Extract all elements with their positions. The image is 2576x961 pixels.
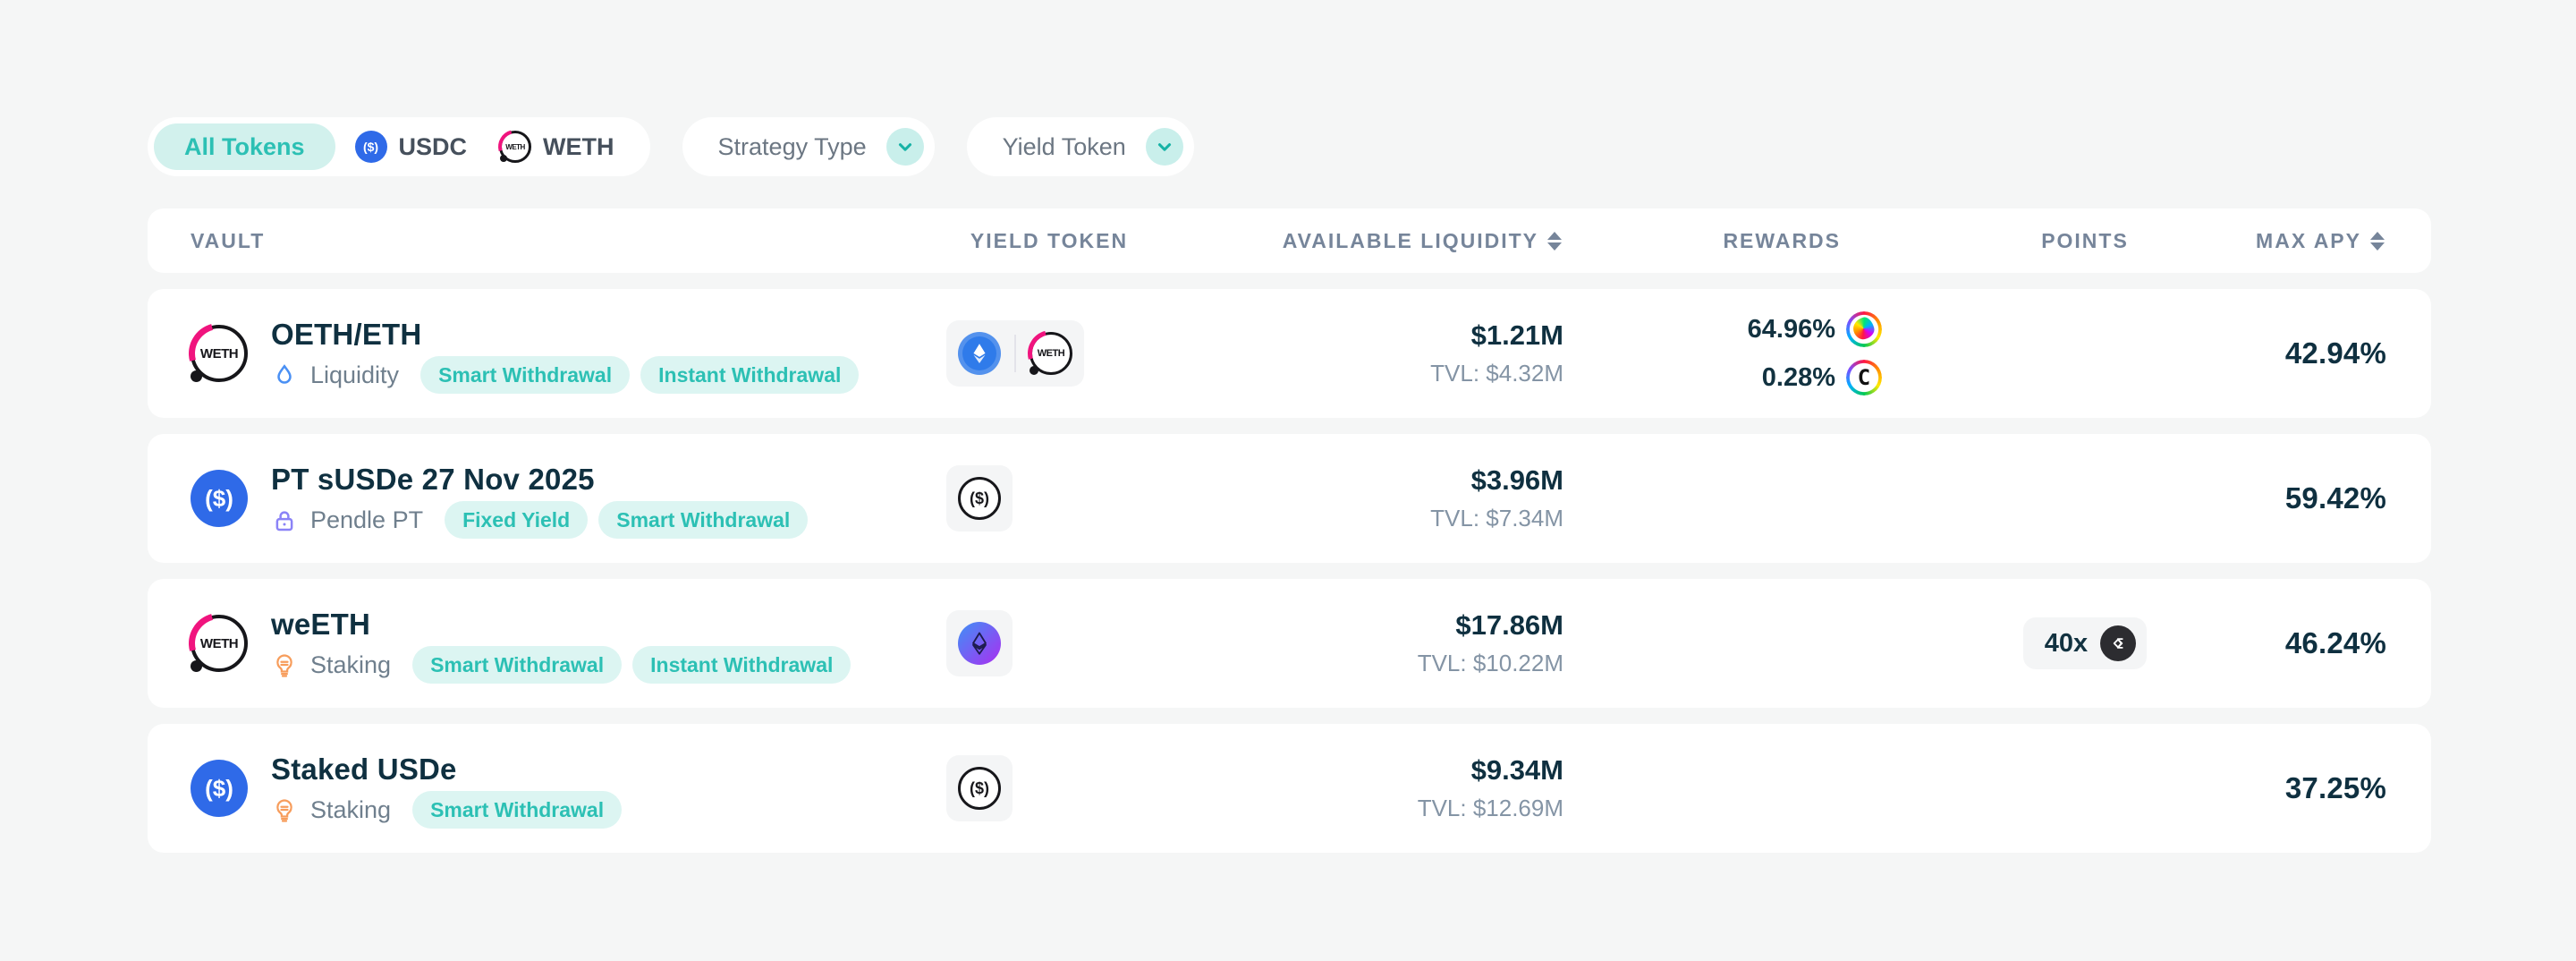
col-available-liquidity-label: AVAILABLE LIQUIDITY xyxy=(1282,228,1538,252)
tag-list: Smart Withdrawal xyxy=(412,791,632,829)
yield-token-icons: ($) xyxy=(946,755,1013,821)
tag: Fixed Yield xyxy=(445,501,589,539)
filter-bar: All Tokens ($) USDC WETH WETH Strategy T… xyxy=(148,117,1194,176)
vault-title: weETH xyxy=(271,608,371,641)
table-header-row: VAULT YIELD TOKEN AVAILABLE LIQUIDITY RE… xyxy=(148,208,2431,273)
strategy-icon xyxy=(271,362,298,389)
tag-list: Fixed Yield Smart Withdrawal xyxy=(445,501,818,539)
col-max-apy[interactable]: MAX APY xyxy=(2234,229,2386,253)
sort-arrows-icon xyxy=(1546,229,1563,252)
strategy-label: Pendle PT xyxy=(310,506,424,533)
yield-token-icons: WETH xyxy=(946,320,1084,387)
reward-value: 0.28% xyxy=(1761,362,1835,392)
strategy-label: Liquidity xyxy=(310,361,400,388)
vault-token-icon: ($) xyxy=(191,760,248,817)
vault-table: VAULT YIELD TOKEN AVAILABLE LIQUIDITY RE… xyxy=(148,208,2431,853)
available-liquidity-value: $1.21M xyxy=(1470,319,1563,351)
chevron-down-icon xyxy=(886,128,924,166)
chevron-down-icon xyxy=(1145,128,1183,166)
max-apy-value: 59.42% xyxy=(2284,481,2386,515)
col-max-apy-label: MAX APY xyxy=(2256,228,2361,252)
usdc-token-icon: ($) xyxy=(354,131,387,163)
weth-token-icon: WETH xyxy=(191,615,248,672)
token-filter-group: All Tokens ($) USDC WETH WETH xyxy=(148,117,650,176)
etherfi-token-icon xyxy=(2100,625,2137,661)
strategy-type-label: Strategy Type xyxy=(717,132,867,160)
col-rewards: REWARDS xyxy=(1563,229,1882,253)
tag: Instant Withdrawal xyxy=(640,356,860,394)
usde-token-icon: ($) xyxy=(958,767,1001,810)
usde-token-icon: ($) xyxy=(958,477,1001,520)
points-cell: 40x xyxy=(1882,617,2234,669)
filter-usdc-label: USDC xyxy=(398,132,468,160)
yield-token-icons xyxy=(946,610,1013,676)
vault-token-icon: WETH xyxy=(191,615,248,672)
weth-token-icon: WETH xyxy=(499,131,532,163)
reward-value: 64.96% xyxy=(1747,314,1835,344)
col-points: POINTS xyxy=(2041,228,2129,252)
col-vault: VAULT xyxy=(191,228,266,252)
tag: Smart Withdrawal xyxy=(420,356,631,394)
col-yield-token: YIELD TOKEN xyxy=(970,228,1129,252)
vault-row[interactable]: WETH OETH/ETH Liquidity Smart Withdrawal… xyxy=(148,289,2431,418)
reward-rate: 0.28% C xyxy=(1762,360,1882,395)
rewards-cell: 64.96% 0.28% C xyxy=(1563,311,1882,395)
max-apy-value: 42.94% xyxy=(2284,336,2386,370)
vault-token-icon: ($) xyxy=(191,470,248,527)
yield-token-dropdown[interactable]: Yield Token xyxy=(966,117,1194,176)
tag: Smart Withdrawal xyxy=(598,501,809,539)
max-apy-value: 37.25% xyxy=(2284,771,2386,804)
yield-token-label: Yield Token xyxy=(1002,132,1126,160)
reward-rate: 64.96% xyxy=(1748,311,1882,347)
vault-row[interactable]: ($) Staked USDe Staking Smart Withdrawal… xyxy=(148,724,2431,853)
available-liquidity-value: $17.86M xyxy=(1455,609,1563,641)
strategy-icon xyxy=(271,797,298,824)
vault-title: PT sUSDe 27 Nov 2025 xyxy=(271,463,595,496)
tvl-value: TVL: $4.32M xyxy=(1430,360,1563,387)
vault-title: Staked USDe xyxy=(271,753,457,786)
points-multiplier: 40x xyxy=(2022,617,2148,669)
weth-token-icon: WETH xyxy=(191,325,248,382)
strategy-label: Staking xyxy=(310,796,392,823)
tvl-value: TVL: $12.69M xyxy=(1417,795,1563,821)
filter-weth-label: WETH xyxy=(543,132,614,160)
strategy-type-dropdown[interactable]: Strategy Type xyxy=(682,117,935,176)
tvl-value: TVL: $7.34M xyxy=(1430,505,1563,532)
filter-all-tokens[interactable]: All Tokens xyxy=(154,123,335,170)
tag-list: Smart Withdrawal Instant Withdrawal xyxy=(412,646,861,684)
col-available-liquidity[interactable]: AVAILABLE LIQUIDITY xyxy=(1152,229,1563,253)
yield-token-icons: ($) xyxy=(946,465,1013,532)
filter-usdc[interactable]: ($) USDC xyxy=(343,131,480,163)
tag: Smart Withdrawal xyxy=(412,791,623,829)
vault-title: OETH/ETH xyxy=(271,318,422,351)
points-value: 40x xyxy=(2044,628,2089,658)
max-apy-value: 46.24% xyxy=(2284,626,2386,659)
tag: Smart Withdrawal xyxy=(412,646,623,684)
vault-token-icon: WETH xyxy=(191,325,248,382)
available-liquidity-value: $9.34M xyxy=(1470,754,1563,786)
filter-weth[interactable]: WETH WETH xyxy=(487,131,626,163)
strategy-label: Staking xyxy=(310,651,392,678)
usdc-token-icon: ($) xyxy=(191,760,248,817)
col-rewards-label: REWARDS xyxy=(1723,228,1841,252)
weth-token-icon: WETH xyxy=(1030,332,1072,375)
vault-row[interactable]: WETH weETH Staking Smart Withdrawal Insta… xyxy=(148,579,2431,708)
strategy-icon xyxy=(271,507,298,534)
vault-row[interactable]: ($) PT sUSDe 27 Nov 2025 Pendle PT Fixed… xyxy=(148,434,2431,563)
curve-token-icon: C xyxy=(1846,360,1882,395)
strategy-icon xyxy=(271,652,298,679)
tvl-value: TVL: $10.22M xyxy=(1417,650,1563,676)
divider xyxy=(1014,335,1016,372)
sort-arrows-icon xyxy=(2368,229,2386,252)
tag: Instant Withdrawal xyxy=(632,646,852,684)
pendle-token-icon xyxy=(1846,311,1882,347)
tag-list: Smart Withdrawal Instant Withdrawal xyxy=(420,356,869,394)
weeth-token-icon xyxy=(958,622,1001,665)
table-body: WETH OETH/ETH Liquidity Smart Withdrawal… xyxy=(148,289,2431,853)
usdc-token-icon: ($) xyxy=(191,470,248,527)
oeth-token-icon xyxy=(958,332,1001,375)
available-liquidity-value: $3.96M xyxy=(1470,464,1563,496)
